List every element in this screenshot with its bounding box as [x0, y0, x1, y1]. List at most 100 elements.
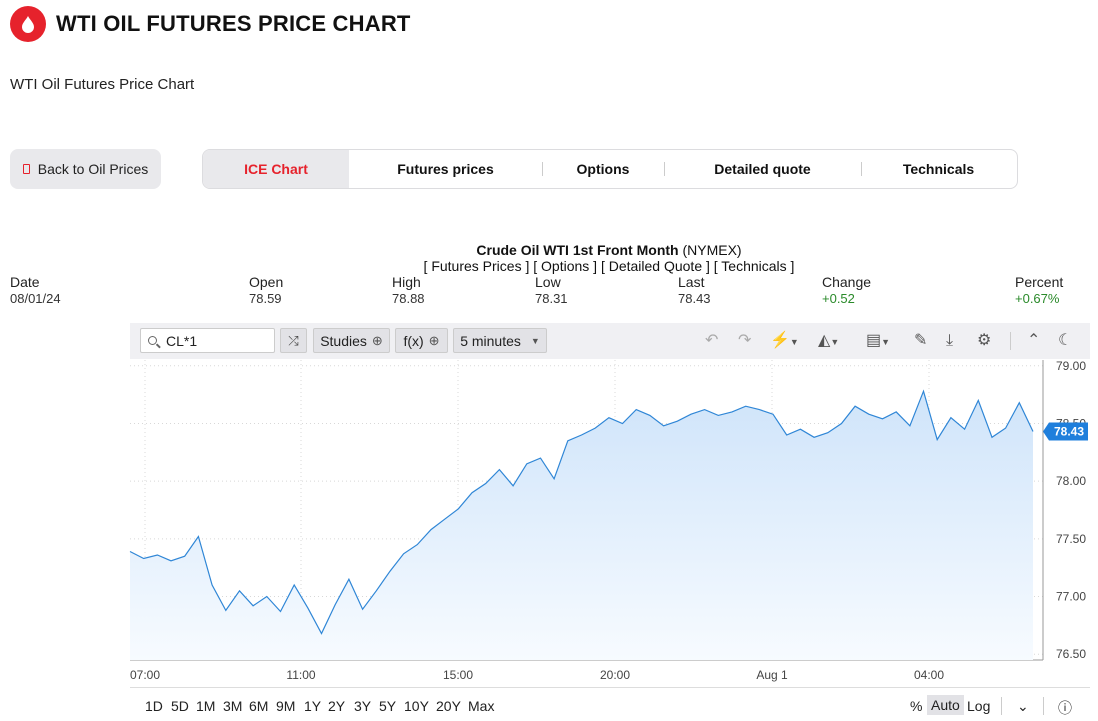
undo-icon[interactable]: ↶ — [705, 332, 719, 349]
gear-icon[interactable]: ⚙ — [977, 332, 992, 349]
plus-circle-icon: ⊕ — [428, 332, 440, 348]
studies-button[interactable]: Studies ⊕ — [313, 328, 390, 353]
tab-label: Options — [576, 161, 630, 177]
auto-scale-button[interactable]: Auto — [927, 695, 964, 715]
last-price-label: 78.43 — [1054, 425, 1084, 439]
interval-value: 5 minutes — [460, 332, 521, 349]
stat-value: 78.59 — [249, 291, 282, 306]
range-1y[interactable]: 1Y — [304, 698, 322, 714]
range-bar: 1D 5D 1M 3M 6M 9M 1Y 2Y 3Y 5Y 10Y 20Y Max % Auto Log… — [130, 687, 1090, 721]
last-price-badge — [1043, 422, 1088, 441]
stat-low: Low 78.31 — [535, 274, 568, 306]
stat-value: +0.52 — [822, 291, 855, 306]
x-tick-label: 04:00 — [914, 668, 944, 682]
tab-label: ICE Chart — [244, 161, 308, 177]
x-tick-label: Aug 1 — [756, 668, 788, 682]
stat-value: 08/01/24 — [10, 291, 61, 306]
range-1m[interactable]: 1M — [196, 698, 216, 714]
chart-type-icon[interactable]: ◭▼ — [818, 332, 840, 349]
quote-links[interactable]: [ Futures Prices ] [ Options ] [ Detaile… — [423, 258, 795, 274]
chart-toolbar: CL*1 ⤮ Studies ⊕ f(x) ⊕ 5 minutes ▼ ↶ ↷ … — [130, 323, 1090, 359]
stat-date: Date 08/01/24 — [10, 274, 61, 306]
y-tick-label: 78.00 — [1056, 474, 1086, 488]
pencil-icon[interactable]: ✎ — [914, 332, 928, 349]
x-tick-label: 07:00 — [130, 668, 160, 682]
tab-divider — [861, 162, 862, 176]
range-3y[interactable]: 3Y — [354, 698, 372, 714]
quote-title: Crude Oil WTI 1st Front Month (NYMEX) — [0, 242, 1098, 258]
x-tick-label: 11:00 — [286, 668, 315, 682]
tab-technicals[interactable]: Technicals — [861, 150, 1016, 188]
log-scale-button[interactable]: Log — [967, 698, 991, 714]
y-tick-label: 77.00 — [1056, 590, 1086, 604]
range-3m[interactable]: 3M — [223, 698, 243, 714]
range-divider — [1001, 697, 1002, 715]
stat-label: Open — [249, 274, 284, 290]
x-tick-label: 20:00 — [600, 668, 630, 682]
caret-down-icon: ▼ — [530, 335, 540, 346]
functions-label: f(x) — [403, 332, 424, 349]
y-tick-label: 77.50 — [1056, 532, 1086, 546]
tab-futures-prices[interactable]: Futures prices — [349, 150, 542, 188]
back-button-label: Back to Oil Prices — [37, 161, 149, 177]
range-2y[interactable]: 2Y — [328, 698, 346, 714]
toolbar-divider — [1010, 332, 1011, 350]
compare-shuffle-button[interactable]: ⤮ — [280, 328, 307, 353]
shuffle-icon: ⤮ — [288, 332, 299, 348]
symbol-value: CL*1 — [166, 332, 198, 349]
functions-button[interactable]: f(x) ⊕ — [395, 328, 448, 353]
stat-label: Change — [822, 274, 872, 290]
stat-value: +0.67% — [1015, 291, 1060, 306]
percent-scale-button[interactable]: % — [910, 698, 923, 714]
page-subtitle: WTI Oil Futures Price Chart — [10, 76, 195, 93]
tab-label: Technicals — [902, 161, 975, 177]
chart-tabs: ICE Chart Futures prices Options Detaile… — [202, 149, 1018, 189]
range-5y[interactable]: 5Y — [379, 698, 397, 714]
page-title: WTI OIL FUTURES PRICE CHART — [56, 11, 411, 36]
tab-label: Detailed quote — [714, 161, 811, 177]
stat-high: High 78.88 — [392, 274, 425, 306]
series-line — [129, 389, 1034, 635]
stat-value: 78.88 — [392, 291, 425, 306]
moon-icon[interactable]: ☾ — [1058, 332, 1073, 349]
tab-divider — [542, 162, 543, 176]
stat-change: Change +0.52 — [822, 274, 871, 306]
tab-ice-chart[interactable]: ICE Chart — [203, 150, 349, 188]
layout-icon[interactable]: ▤▼ — [866, 332, 891, 349]
double-chevron-down-icon[interactable]: ⌄ — [1017, 698, 1029, 714]
search-icon — [148, 336, 157, 345]
tab-divider — [664, 162, 665, 176]
exchange-label: (NYMEX) — [682, 242, 742, 258]
range-9m[interactable]: 9M — [276, 698, 296, 714]
y-tick-label: 76.50 — [1056, 647, 1086, 661]
instrument-name: Crude Oil WTI 1st Front Month — [476, 242, 679, 258]
oil-drop-logo-icon — [10, 6, 46, 42]
back-to-oil-prices-button[interactable]: Back to Oil Prices — [10, 149, 161, 189]
collapse-up-icon[interactable]: ⌃ — [1027, 332, 1041, 349]
lightning-icon[interactable]: ⚡▼ — [770, 332, 799, 349]
range-max[interactable]: Max — [468, 698, 495, 714]
redo-icon[interactable]: ↷ — [738, 332, 752, 349]
symbol-search-input[interactable]: CL*1 — [140, 328, 275, 353]
y-tick-label: 79.00 — [1056, 359, 1086, 373]
stat-open: Open 78.59 — [249, 274, 283, 306]
stat-label: Date — [10, 274, 40, 290]
studies-label: Studies — [320, 332, 367, 349]
tab-label: Futures prices — [397, 161, 494, 177]
help-icon[interactable]: ⓘ — [1058, 700, 1072, 716]
interval-select[interactable]: 5 minutes ▼ — [453, 328, 547, 353]
range-6m[interactable]: 6M — [249, 698, 269, 714]
range-5d[interactable]: 5D — [171, 698, 189, 714]
stat-value: 78.31 — [535, 291, 568, 306]
stat-percent: Percent +0.67% — [1015, 274, 1063, 306]
back-icon — [22, 164, 30, 174]
range-10y[interactable]: 10Y — [404, 698, 429, 714]
stat-value: 78.43 — [678, 291, 711, 306]
tab-options[interactable]: Options — [542, 150, 664, 188]
stat-label: Low — [535, 274, 561, 290]
tab-detailed-quote[interactable]: Detailed quote — [664, 150, 861, 188]
range-20y[interactable]: 20Y — [436, 698, 461, 714]
range-1d[interactable]: 1D — [145, 698, 163, 714]
download-icon[interactable]: ⤓ — [946, 332, 954, 349]
